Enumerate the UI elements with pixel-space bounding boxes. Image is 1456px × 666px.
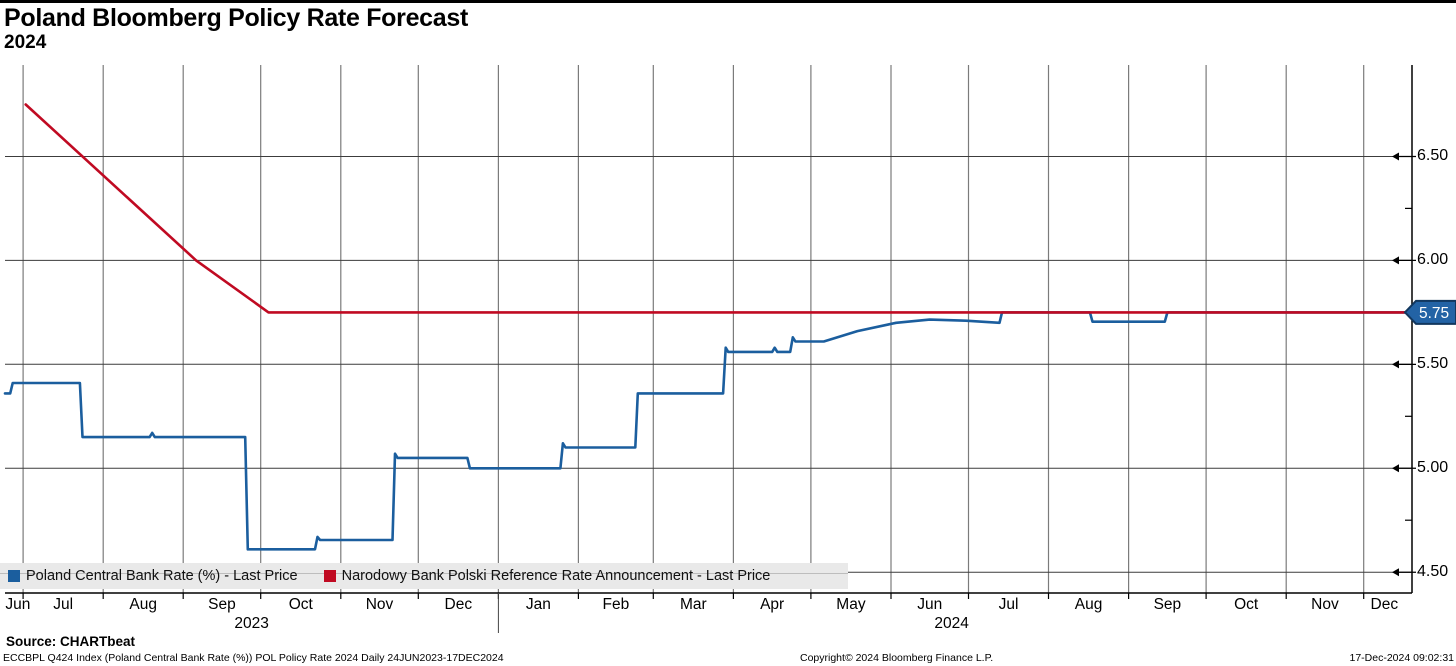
x-axis-year-label: 2023 xyxy=(234,615,269,632)
x-axis-month-label: Dec xyxy=(444,596,473,613)
x-axis-month-label: Dec xyxy=(1370,596,1399,613)
last-price-badge-label: 5.75 xyxy=(1419,305,1449,322)
red-series-swatch-icon xyxy=(323,570,336,582)
x-axis-month-label: Aug xyxy=(129,596,157,613)
x-axis-month-label: Oct xyxy=(1234,596,1259,613)
top-rule xyxy=(0,0,1456,3)
x-axis-month-label: Oct xyxy=(288,596,313,613)
y-axis-tick-label: 6.50 xyxy=(1417,147,1449,165)
blue-series-swatch-icon xyxy=(8,570,20,582)
reference-rate-line xyxy=(24,103,1407,314)
x-axis-month-label: Jul xyxy=(53,596,74,613)
legend-item-label: Poland Central Bank Rate (%) - Last Pric… xyxy=(26,568,298,584)
source-label: Source: CHARTbeat xyxy=(6,634,136,649)
y-axis-tick-label: 5.00 xyxy=(1417,459,1449,477)
y-tick-arrow-icon xyxy=(1392,152,1399,161)
copyright-notice: Copyright© 2024 Bloomberg Finance L.P. xyxy=(800,652,994,664)
legend-item-label: Narodowy Bank Polski Reference Rate Anno… xyxy=(341,568,771,584)
legend-item-reference-rate: Narodowy Bank Polski Reference Rate Anno… xyxy=(323,568,771,584)
ticker-description: ECCBPL Q424 Index (Poland Central Bank R… xyxy=(3,652,504,664)
y-tick-arrow-icon xyxy=(1392,360,1399,369)
last-price-badge xyxy=(1403,299,1456,325)
y-axis-tick-label: 4.50 xyxy=(1417,563,1449,581)
x-axis-month-label: Apr xyxy=(760,596,785,613)
chart-title: Poland Bloomberg Policy Rate Forecast xyxy=(4,4,469,32)
y-tick-arrow-icon xyxy=(1392,464,1399,473)
x-axis-month-label: Jun xyxy=(5,596,31,613)
x-axis-month-label: Jan xyxy=(525,596,551,613)
x-axis-month-label: Nov xyxy=(365,596,394,613)
y-axis-tick-label: 5.50 xyxy=(1417,355,1449,373)
x-axis-month-label: Feb xyxy=(602,596,630,613)
x-axis-month-label: Sep xyxy=(208,596,236,613)
legend-gridline xyxy=(0,573,848,574)
chart-subtitle: 2024 xyxy=(4,32,47,53)
legend: Poland Central Bank Rate (%) - Last Pric… xyxy=(0,563,848,589)
x-axis-month-label: May xyxy=(836,596,866,613)
timestamp: 17-Dec-2024 09:02:31 xyxy=(1349,652,1455,664)
legend-item-central-bank-rate: Poland Central Bank Rate (%) - Last Pric… xyxy=(8,568,298,584)
x-axis-month-label: Nov xyxy=(1311,596,1339,613)
x-axis-month-label: Mar xyxy=(680,596,707,613)
y-tick-arrow-icon xyxy=(1392,568,1399,577)
x-axis-month-label: Jul xyxy=(998,596,1019,613)
y-tick-arrow-icon xyxy=(1392,256,1399,265)
x-axis-month-label: Aug xyxy=(1074,596,1103,613)
x-axis-month-label: Sep xyxy=(1153,596,1182,613)
x-axis-month-label: Jun xyxy=(917,596,943,613)
x-axis-year-label: 2024 xyxy=(934,615,969,632)
central-bank-rate-line xyxy=(3,311,1407,551)
y-axis-tick-label: 6.00 xyxy=(1417,251,1449,269)
